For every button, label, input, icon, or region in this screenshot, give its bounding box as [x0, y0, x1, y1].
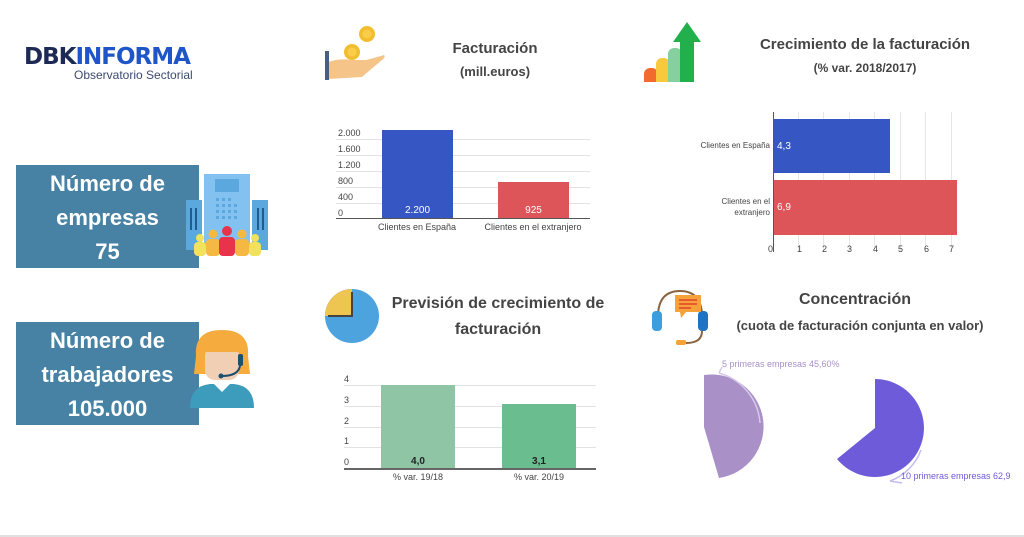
stat-companies-value: 75: [95, 239, 120, 264]
pie-label-10-primeras: 10 primeras empresas 62,9: [901, 471, 1011, 481]
logo-brand-blue: INFORMA: [75, 44, 190, 70]
prevision-title-line2: facturación: [454, 321, 542, 338]
stat-companies: Número de empresas 75: [16, 165, 199, 268]
stat-workers-value: 105.000: [67, 396, 148, 421]
growth-arrow-icon: [644, 22, 701, 82]
stat-workers: Número de trabajadores 105.000: [16, 322, 199, 425]
logo-subtitle: Observatorio Sectorial: [74, 68, 193, 82]
crecimiento-subtitle: (% var. 2018/2017): [813, 61, 917, 75]
headset-chat-icon: [652, 289, 708, 345]
stat-companies-line2: empresas: [56, 205, 159, 230]
stat-workers-line2: trabajadores: [41, 362, 174, 387]
pie-chart-icon: [325, 289, 379, 343]
hbar-clientes-espana: 4,3: [774, 119, 890, 173]
bar-clientes-extranjero: 925: [498, 182, 569, 218]
facturacion-title: Facturación: [452, 40, 538, 57]
bar-var-20-19: 3,1: [502, 404, 576, 468]
crecimiento-title: Crecimiento de la facturación: [759, 36, 971, 53]
concentracion-pies: [704, 366, 924, 484]
facturacion-chart: 2.000 1.600 1.200 800 400 0 2.200 925 Cl…: [336, 128, 596, 238]
office-building-people-icon: [186, 174, 268, 256]
concentracion-title: Concentración: [798, 291, 911, 308]
call-center-worker-icon: [190, 330, 254, 408]
prevision-title-line1: Previsión de crecimiento de: [391, 295, 605, 312]
stat-workers-line1: Número de: [50, 328, 165, 353]
facturacion-subtitle: (mill.euros): [459, 64, 531, 79]
footer-divider: [0, 535, 1024, 537]
logo-brand-dark: DBK: [24, 44, 76, 70]
pie-10-primeras: [837, 379, 924, 477]
stat-companies-line1: Número de: [50, 171, 165, 196]
prevision-chart: 4 3 2 1 0 4,0 3,1 % var. 19/18 % var. 20…: [344, 374, 604, 484]
logo: DBKINFORMA Observatorio Sectorial: [24, 44, 193, 82]
bar-var-19-18: 4,0: [381, 385, 455, 468]
pie-label-5-primeras: 5 primeras empresas 45,60%: [722, 359, 840, 369]
concentracion-subtitle: (cuota de facturación conjunta en valor): [736, 318, 984, 333]
crecimiento-chart: 4,3 6,9 Clientes en España Clientes en e…: [680, 112, 980, 258]
bar-clientes-espana: 2.200: [382, 130, 453, 218]
hbar-clientes-extranjero: 6,9: [774, 180, 957, 235]
hand-coins-icon: [325, 26, 385, 80]
pie-5-primeras: [704, 374, 764, 478]
